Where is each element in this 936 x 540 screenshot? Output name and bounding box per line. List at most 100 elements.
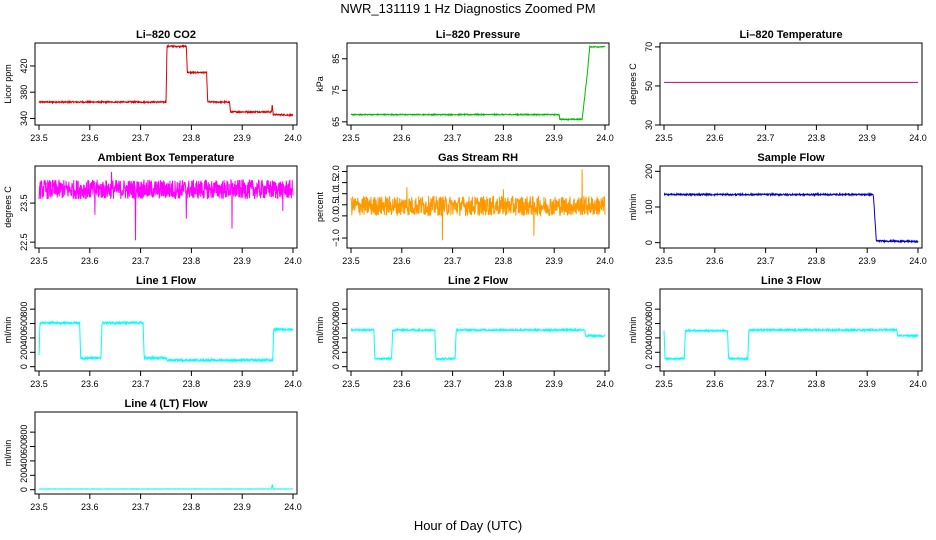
series-line (38, 320, 294, 364)
x-tick-label: 23.9 (545, 256, 563, 266)
panel-title: Line 1 Flow (136, 275, 196, 287)
x-axis-title: Hour of Day (UTC) (413, 518, 523, 533)
chart-panel: Ambient Box Temperature degrees C 23.5 23.6… (3, 152, 302, 266)
y-tick-label: 600 (19, 439, 29, 454)
x-tick-label: 24.0 (284, 256, 302, 266)
x-tick-label: 23.6 (706, 379, 724, 389)
y-tick-label: 70 (644, 42, 654, 52)
y-tick-label: −1.0 (331, 229, 341, 247)
x-tick-label: 23.9 (545, 379, 563, 389)
y-axis-label: ml/min (3, 440, 13, 467)
x-tick-label: 23.8 (183, 133, 201, 143)
y-tick-label: 800 (644, 302, 654, 317)
series-line (38, 43, 294, 117)
y-tick-label: 200 (331, 345, 341, 360)
plot-frame (346, 42, 610, 126)
y-tick-label: 100 (644, 199, 654, 214)
y-tick-label: 400 (19, 330, 29, 345)
x-tick-label: 23.8 (808, 256, 826, 266)
y-tick-label: 200 (19, 468, 29, 483)
x-tick-label: 23.8 (183, 379, 201, 389)
y-tick-label: 380 (19, 85, 29, 100)
x-tick-label: 23.6 (706, 256, 724, 266)
y-tick-label: 50 (644, 81, 654, 91)
x-tick-label: 23.7 (757, 379, 775, 389)
x-tick-label: 23.7 (132, 133, 150, 143)
x-tick-label: 23.6 (706, 133, 724, 143)
x-tick-label: 23.5 (30, 133, 48, 143)
x-tick-label: 23.7 (132, 256, 150, 266)
x-tick-label: 23.5 (655, 379, 673, 389)
chart-panel: Line 1 Flow ml/min 23.5 23.6 23.7 23.8 23.9 24.… (3, 275, 302, 389)
main-title: NWR_131119 1 Hz Diagnostics Zoomed PM (340, 1, 596, 16)
y-tick-label: 0 (644, 240, 654, 245)
x-tick-label: 23.5 (655, 133, 673, 143)
series-line (663, 191, 919, 244)
y-tick-label: 2.0 (331, 165, 341, 178)
x-tick-label: 24.0 (909, 379, 927, 389)
y-tick-label: 0.5 (331, 199, 341, 212)
x-tick-label: 24.0 (596, 256, 614, 266)
x-tick-label: 23.7 (444, 379, 462, 389)
y-axis-label: ml/min (3, 317, 13, 344)
y-tick-label: 400 (331, 330, 341, 345)
y-tick-label: 65 (331, 117, 341, 127)
y-tick-label: 600 (19, 316, 29, 331)
x-tick-label: 24.0 (284, 379, 302, 389)
plot-frame (34, 411, 298, 495)
y-tick-label: 800 (331, 302, 341, 317)
x-tick-label: 23.8 (808, 133, 826, 143)
series-line (38, 484, 293, 490)
x-tick-label: 24.0 (909, 133, 927, 143)
y-tick-label: 800 (19, 302, 29, 317)
x-tick-label: 23.6 (81, 133, 99, 143)
x-tick-label: 23.8 (495, 379, 513, 389)
panel-title: Gas Stream RH (438, 152, 518, 164)
y-tick-label: 1.0 (331, 187, 341, 200)
x-tick-label: 23.5 (655, 256, 673, 266)
x-tick-label: 23.5 (30, 379, 48, 389)
x-tick-label: 23.6 (81, 502, 99, 512)
x-tick-label: 23.9 (858, 133, 876, 143)
x-tick-label: 23.8 (495, 133, 513, 143)
y-tick-label: 75 (331, 85, 341, 95)
x-tick-label: 24.0 (596, 133, 614, 143)
plot-frame (34, 165, 298, 249)
y-axis-label: ml/min (628, 194, 638, 221)
panel-title: Li–820 CO2 (136, 29, 196, 41)
panel-title: Line 4 (LT) Flow (125, 398, 208, 410)
y-axis-label: Licor ppm (3, 64, 13, 104)
x-tick-label: 23.6 (81, 256, 99, 266)
y-tick-label: 0 (331, 364, 341, 369)
x-tick-label: 23.7 (444, 256, 462, 266)
x-tick-label: 23.8 (495, 256, 513, 266)
x-tick-label: 24.0 (596, 379, 614, 389)
x-tick-label: 23.8 (183, 502, 201, 512)
chart-panel: Gas Stream RH percent 23.5 23.6 23.7 23.8 23.9… (315, 152, 614, 266)
y-axis-label: degrees C (628, 63, 638, 105)
x-tick-label: 23.9 (545, 133, 563, 143)
series-line (350, 327, 606, 362)
y-tick-label: 0 (19, 364, 29, 369)
y-tick-label: 0 (644, 364, 654, 369)
plot-frame (346, 288, 610, 372)
y-tick-label: 85 (331, 54, 341, 64)
panel-title: Sample Flow (757, 152, 825, 164)
x-tick-label: 23.6 (393, 379, 411, 389)
x-tick-label: 23.5 (342, 379, 360, 389)
x-tick-label: 23.6 (393, 256, 411, 266)
chart-panel: Line 2 Flow ml/min 23.5 23.6 23.7 23.8 23.9 24.… (315, 275, 614, 389)
panel-title: Li–820 Pressure (436, 29, 520, 41)
y-tick-label: 200 (644, 345, 654, 360)
y-tick-label: 0 (19, 487, 29, 492)
chart-panel: Sample Flow ml/min 23.5 23.6 23.7 23.8 23.9 24.… (628, 152, 927, 266)
y-tick-label: 340 (19, 111, 29, 126)
plot-frame (346, 165, 610, 249)
x-tick-label: 24.0 (284, 133, 302, 143)
series-line (663, 327, 919, 362)
plot-frame (659, 288, 923, 372)
x-tick-label: 24.0 (284, 502, 302, 512)
series-line (350, 44, 606, 122)
x-tick-label: 24.0 (909, 256, 927, 266)
